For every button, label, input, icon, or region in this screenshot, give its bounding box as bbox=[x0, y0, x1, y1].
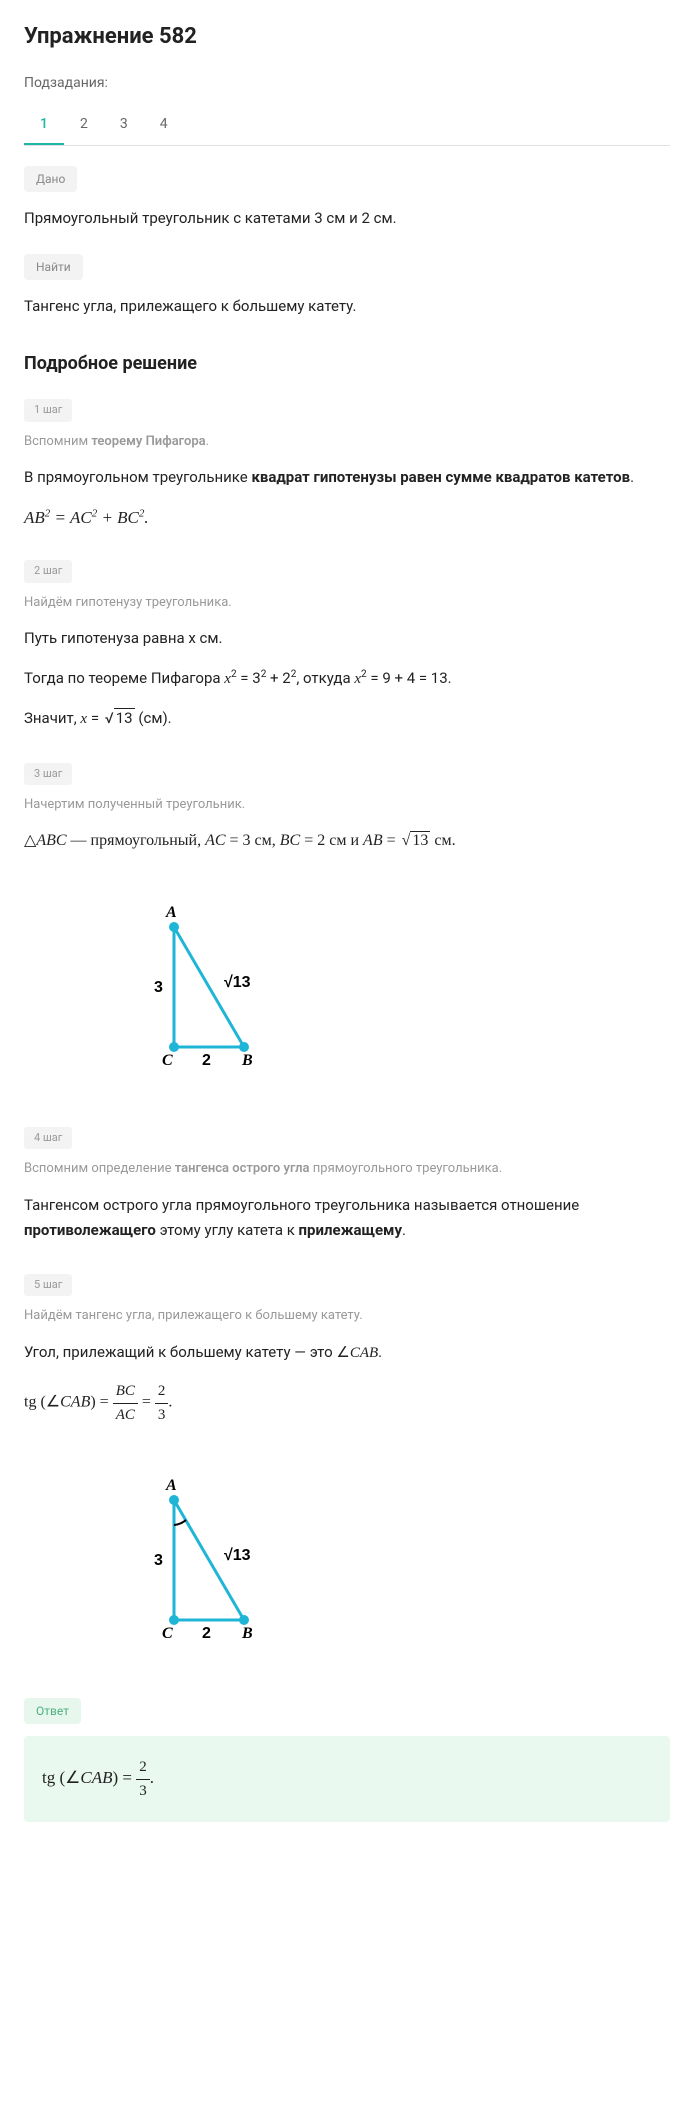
answer-badge: Ответ bbox=[24, 1698, 81, 1724]
svg-text:C: C bbox=[162, 1625, 173, 1642]
triangle-diagram: A C B 3 2 √13 bbox=[24, 877, 670, 1097]
tab-2[interactable]: 2 bbox=[64, 106, 104, 145]
tabs: 1 2 3 4 bbox=[24, 106, 670, 146]
step-badge: 3 шаг bbox=[24, 763, 72, 786]
find-badge: Найти bbox=[24, 254, 83, 280]
step-content: Тангенсом острого угла прямоугольного тр… bbox=[24, 1193, 670, 1244]
step-intro-bold: теорему Пифагора bbox=[91, 434, 205, 449]
subtasks-label: Подзадания: bbox=[24, 73, 670, 94]
answer-den: 3 bbox=[136, 1780, 150, 1803]
page-title: Упражнение 582 bbox=[24, 20, 670, 53]
step-5: 5 шаг Найдём тангенс угла, прилежащего к… bbox=[24, 1272, 670, 1671]
step-formula: AB2 = AC2 + BC2. bbox=[24, 505, 670, 531]
svg-text:3: 3 bbox=[154, 979, 163, 996]
svg-text:2: 2 bbox=[202, 1625, 211, 1642]
step-intro: Найдём тангенс угла, прилежащего к больш… bbox=[24, 1306, 670, 1326]
step-intro: Начертим полученный треугольник. bbox=[24, 795, 670, 815]
given-badge: Дано bbox=[24, 166, 77, 192]
solution-title: Подробное решение bbox=[24, 350, 670, 377]
tg-formula: tg (∠CAB) = BCAC = 23. bbox=[24, 1380, 670, 1426]
svg-text:A: A bbox=[165, 1477, 177, 1494]
svg-text:C: C bbox=[162, 1052, 173, 1069]
svg-text:B: B bbox=[241, 1625, 253, 1642]
svg-text:√13: √13 bbox=[224, 1547, 251, 1564]
step-intro: Вспомним определение тангенса острого уг… bbox=[24, 1159, 670, 1179]
svg-text:2: 2 bbox=[202, 1052, 211, 1069]
step-line: Путь гипотенуза равна x см. bbox=[24, 626, 670, 652]
step-1: 1 шаг Вспомним теорему Пифагора. В прямо… bbox=[24, 397, 670, 530]
step-line: Угол, прилежащий к большему катету — это… bbox=[24, 1340, 670, 1367]
step-badge: 5 шаг bbox=[24, 1274, 72, 1297]
answer-num: 2 bbox=[136, 1756, 150, 1780]
svg-text:√13: √13 bbox=[224, 974, 251, 991]
step-intro: Вспомним теорему Пифагора. bbox=[24, 432, 670, 452]
answer-box: tg (∠CAB) = 23. bbox=[24, 1736, 670, 1822]
step-3: 3 шаг Начертим полученный треугольник. △… bbox=[24, 761, 670, 1097]
tab-3[interactable]: 3 bbox=[104, 106, 144, 145]
step-badge: 4 шаг bbox=[24, 1127, 72, 1150]
svg-text:A: A bbox=[165, 904, 177, 921]
step-badge: 2 шаг bbox=[24, 560, 72, 583]
tab-4[interactable]: 4 bbox=[144, 106, 184, 145]
svg-text:B: B bbox=[241, 1052, 253, 1069]
step-intro-bold: тангенса острого угла bbox=[175, 1161, 310, 1176]
step-intro-post: . bbox=[206, 434, 209, 449]
step-intro-post: прямоугольного треугольника. bbox=[310, 1161, 503, 1176]
step-2: 2 шаг Найдём гипотенузу треугольника. Пу… bbox=[24, 558, 670, 733]
tab-1[interactable]: 1 bbox=[24, 106, 64, 145]
triangle-diagram-2: A C B 3 2 √13 bbox=[24, 1450, 670, 1670]
step-badge: 1 шаг bbox=[24, 399, 72, 422]
find-text: Тангенс угла, прилежащего к большему кат… bbox=[24, 294, 670, 318]
step-intro-pre: Вспомним bbox=[24, 434, 91, 449]
given-text: Прямоугольный треугольник с катетами 3 с… bbox=[24, 206, 670, 230]
svg-text:3: 3 bbox=[154, 1552, 163, 1569]
step-4: 4 шаг Вспомним определение тангенса остр… bbox=[24, 1125, 670, 1244]
step-intro: Найдём гипотенузу треугольника. bbox=[24, 593, 670, 613]
step-intro-pre: Вспомним определение bbox=[24, 1161, 175, 1176]
step-line: Значит, x = 13 (см). bbox=[24, 706, 670, 733]
step-content: В прямоугольном треугольнике квадрат гип… bbox=[24, 465, 670, 491]
step-line: Тогда по теореме Пифагора x2 = 32 + 22, … bbox=[24, 666, 670, 693]
step-math: △ABC — прямоугольный, AC = 3 см, BC = 2 … bbox=[24, 829, 670, 853]
